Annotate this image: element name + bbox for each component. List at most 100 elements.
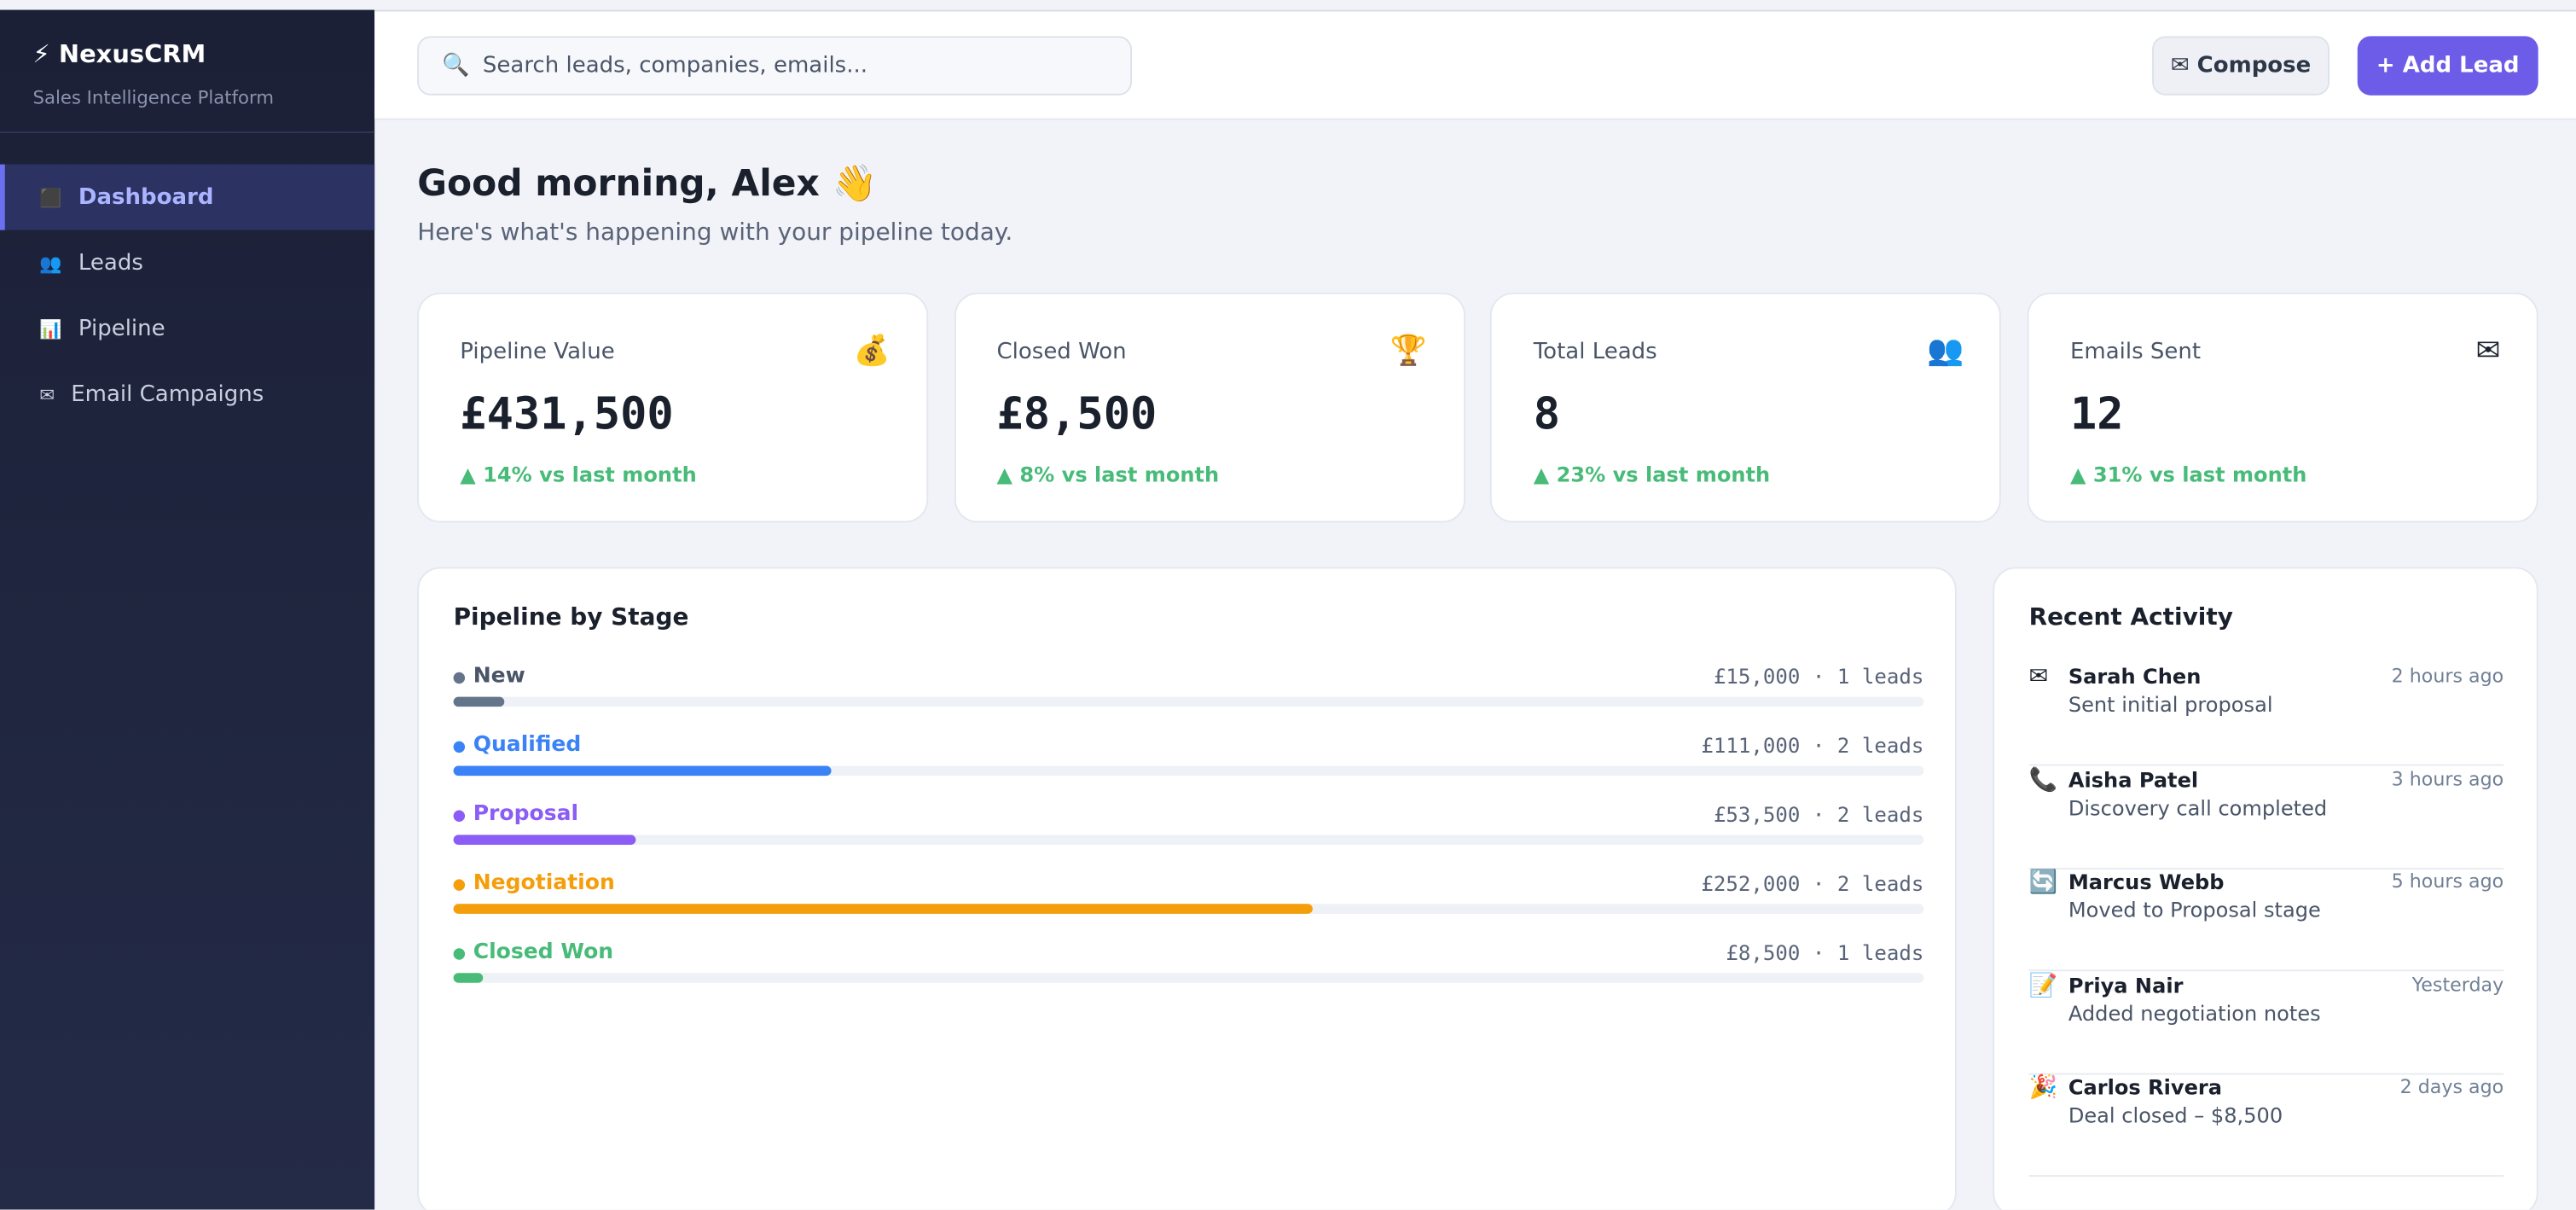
divider bbox=[0, 131, 375, 134]
search-icon: 🔍 bbox=[442, 52, 470, 79]
greeting-subtitle: Here's what's happening with your pipeli… bbox=[417, 220, 1013, 247]
nav-item[interactable]: 👥 Leads bbox=[0, 230, 374, 296]
stage-name: Proposal bbox=[473, 801, 579, 827]
stat-value: £431,500 bbox=[460, 389, 674, 441]
stage-row: New £15,000 · 1 leads bbox=[453, 664, 1924, 726]
stage-bar bbox=[453, 835, 636, 845]
activity-item: ✉ Sarah Chen Sent initial proposal 2 hours … bbox=[2028, 664, 2504, 766]
stage-dot bbox=[453, 672, 466, 684]
stat-icon: 👥 bbox=[1927, 333, 1964, 369]
greeting-title: Good morning, Alex 👋 bbox=[417, 164, 878, 206]
stage-row: Closed Won £8,500 · 1 leads bbox=[453, 939, 1924, 1003]
stat-card: Pipeline Value 💰 £431,500 ▲ 14% vs last mon… bbox=[417, 292, 929, 523]
stat-card: Closed Won 🏆 £8,500 ▲ 8% vs last month bbox=[954, 292, 1465, 523]
activity-icon: ✉ bbox=[2028, 664, 2049, 690]
search-box[interactable]: 🔍 Search leads, companies, emails... bbox=[417, 36, 1133, 96]
stage-summary: £8,500 · 1 leads bbox=[1726, 939, 1924, 965]
activity-name: Sarah Chen bbox=[2068, 664, 2202, 689]
activity-time: 5 hours ago bbox=[2391, 869, 2504, 893]
stat-change: ▲ 31% vs last month bbox=[2069, 462, 2307, 487]
nav-item[interactable]: 📊 Pipeline bbox=[0, 296, 374, 362]
activity-icon: 📝 bbox=[2028, 972, 2058, 999]
activity-time: Yesterday bbox=[2411, 972, 2504, 996]
stat-icon: 💰 bbox=[853, 333, 891, 369]
pipeline-card: Pipeline by Stage New £15,000 · 1 leads Qua… bbox=[417, 567, 1957, 1210]
stat-change: ▲ 8% vs last month bbox=[996, 462, 1220, 487]
stage-summary: £252,000 · 2 leads bbox=[1701, 870, 1924, 896]
stage-bar bbox=[453, 904, 1313, 914]
stat-card: Emails Sent ✉ 12 ▲ 31% vs last month bbox=[2027, 292, 2538, 523]
activity-item: 📝 Priya Nair Added negotiation notes Yester… bbox=[2028, 972, 2504, 1074]
stage-bar bbox=[453, 973, 483, 983]
activity-name: Carlos Rivera bbox=[2068, 1074, 2223, 1100]
nav-label: Leads bbox=[78, 249, 143, 276]
nav-label: Email Campaigns bbox=[71, 381, 264, 408]
activity-text: Sent initial proposal bbox=[2068, 691, 2273, 717]
activity-time: 2 days ago bbox=[2399, 1074, 2504, 1098]
brand-name: NexusCRM bbox=[58, 39, 206, 69]
activity-name: Aisha Patel bbox=[2068, 766, 2199, 792]
stat-card: Total Leads 👥 8 ▲ 23% vs last month bbox=[1490, 292, 2002, 523]
stat-value: 12 bbox=[2069, 389, 2124, 441]
nav-icon: 📊 bbox=[39, 317, 62, 340]
stage-bar bbox=[453, 696, 505, 707]
stage-bar bbox=[453, 765, 832, 777]
tagline: Sales Intelligence Platform bbox=[32, 87, 275, 109]
stage-summary: £111,000 · 2 leads bbox=[1701, 732, 1924, 758]
activity-icon: 🎉 bbox=[2028, 1074, 2058, 1102]
stage-row: Proposal £53,500 · 2 leads bbox=[453, 801, 1924, 864]
nav-item[interactable]: ✉ Email Campaigns bbox=[0, 362, 374, 428]
stat-label: Emails Sent bbox=[2069, 338, 2202, 365]
search-placeholder: Search leads, companies, emails... bbox=[482, 52, 868, 79]
compose-button[interactable]: ✉ Compose bbox=[2152, 36, 2330, 96]
stat-label: Pipeline Value bbox=[460, 338, 615, 365]
stage-row: Qualified £111,000 · 2 leads bbox=[453, 732, 1924, 795]
stat-value: £8,500 bbox=[996, 389, 1157, 441]
stage-name: New bbox=[473, 664, 525, 689]
activity-time: 3 hours ago bbox=[2391, 766, 2504, 790]
add-lead-button[interactable]: + Add Lead bbox=[2357, 36, 2538, 96]
nav-label: Dashboard bbox=[78, 183, 214, 211]
stage-dot bbox=[453, 741, 466, 753]
stat-change: ▲ 14% vs last month bbox=[460, 462, 697, 487]
activity-text: Moved to Proposal stage bbox=[2068, 897, 2321, 922]
nav-item[interactable]: ⬛ Dashboard bbox=[0, 164, 375, 230]
stat-value: 8 bbox=[1533, 389, 1561, 441]
logo-icon: ⚡ bbox=[32, 39, 50, 69]
stage-row: Negotiation £252,000 · 2 leads bbox=[453, 870, 1924, 934]
stage-name: Negotiation bbox=[473, 870, 615, 896]
brand: ⚡ NexusCRM bbox=[33, 39, 206, 69]
stage-track bbox=[453, 696, 1924, 707]
stat-icon: ✉ bbox=[2475, 333, 2501, 369]
stage-dot bbox=[453, 948, 466, 960]
activity-name: Priya Nair bbox=[2068, 972, 2184, 998]
stat-icon: 🏆 bbox=[1390, 333, 1428, 369]
stage-summary: £15,000 · 1 leads bbox=[1713, 664, 1924, 689]
activity-item: 🎉 Carlos Rivera Deal closed – $8,500 2 days… bbox=[2028, 1074, 2504, 1178]
card-title: Recent Activity bbox=[2028, 604, 2233, 631]
nav-icon: 👥 bbox=[39, 252, 62, 274]
stage-track bbox=[453, 835, 1924, 845]
stage-dot bbox=[453, 879, 466, 891]
stat-label: Closed Won bbox=[996, 338, 1127, 365]
activity-name: Marcus Webb bbox=[2068, 869, 2225, 894]
activity-icon: 🔄 bbox=[2028, 869, 2058, 896]
stage-name: Qualified bbox=[473, 732, 582, 758]
nav-icon: ✉ bbox=[39, 383, 55, 405]
card-title: Pipeline by Stage bbox=[453, 604, 689, 631]
stage-summary: £53,500 · 2 leads bbox=[1713, 801, 1924, 827]
nav-label: Pipeline bbox=[78, 315, 165, 342]
activity-icon: 📞 bbox=[2028, 766, 2058, 794]
stage-track bbox=[453, 973, 1924, 983]
activity-time: 2 hours ago bbox=[2391, 664, 2504, 688]
nav-icon: ⬛ bbox=[39, 186, 62, 208]
stat-label: Total Leads bbox=[1533, 338, 1657, 365]
stat-change: ▲ 23% vs last month bbox=[1533, 462, 1771, 487]
stage-dot bbox=[453, 810, 466, 822]
activity-item: 📞 Aisha Patel Discovery call completed 3 ho… bbox=[2028, 766, 2504, 869]
activity-text: Deal closed – $8,500 bbox=[2068, 1102, 2283, 1128]
stage-name: Closed Won bbox=[473, 939, 614, 965]
activity-text: Added negotiation notes bbox=[2068, 999, 2321, 1025]
